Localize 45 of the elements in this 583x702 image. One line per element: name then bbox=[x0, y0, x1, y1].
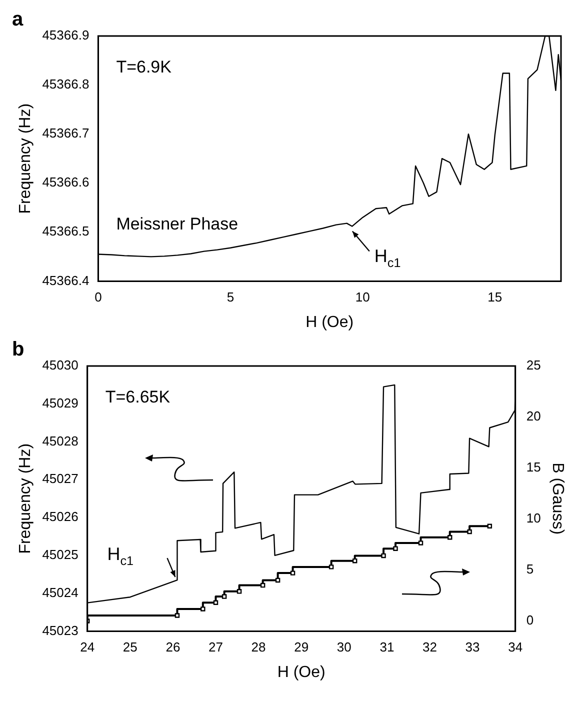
chart-title: a bbox=[12, 8, 24, 31]
x-tick-label: 10 bbox=[355, 290, 370, 305]
y-tick-label: 45028 bbox=[42, 433, 78, 448]
x-tick-label: 33 bbox=[465, 640, 480, 655]
y-tick-label: 45030 bbox=[42, 358, 78, 373]
y-axis-title: Frequency (Hz) bbox=[17, 443, 34, 554]
x-tick-label: 34 bbox=[508, 640, 523, 655]
x-tick-label: 15 bbox=[488, 290, 502, 305]
x-tick-label: 26 bbox=[166, 640, 180, 655]
y-tick-label: 45024 bbox=[42, 584, 78, 600]
y-tick-label: 45025 bbox=[42, 547, 78, 562]
y-tick-label: 45026 bbox=[42, 509, 78, 524]
x-tick-label: 32 bbox=[422, 640, 437, 655]
x-tick-label: 27 bbox=[208, 640, 223, 655]
y-tick-label: 45366.5 bbox=[42, 224, 90, 239]
y2-tick-label: 15 bbox=[526, 460, 541, 475]
y2-axis-title: B (Gauss) bbox=[548, 462, 566, 535]
y-tick-label: 45023 bbox=[42, 622, 78, 638]
y-tick-label: 45027 bbox=[42, 471, 78, 486]
y-tick-label: 45366.7 bbox=[42, 126, 90, 141]
y-tick-label: 45029 bbox=[42, 395, 78, 410]
annotation: T=6.65K bbox=[105, 388, 171, 407]
x-tick-label: 25 bbox=[122, 640, 138, 655]
y2-tick-label: 20 bbox=[526, 408, 541, 424]
x-axis-title: H (Oe) bbox=[277, 664, 326, 681]
annotation: Meissner Phase bbox=[116, 214, 238, 234]
y-axis-title: Frequency (Hz) bbox=[17, 103, 34, 214]
x-axis-title: H (Oe) bbox=[306, 314, 354, 331]
y-tick-label: 45366.9 bbox=[42, 28, 90, 43]
x-tick-label: 30 bbox=[336, 640, 352, 655]
y-tick-label: 45366.8 bbox=[42, 76, 90, 92]
y-tick-label: 45366.4 bbox=[42, 272, 90, 288]
y2-tick-label: 5 bbox=[526, 562, 534, 577]
x-tick-label: 31 bbox=[380, 640, 394, 655]
y2-tick-label: 25 bbox=[526, 358, 541, 373]
y2-tick-label: 10 bbox=[526, 510, 541, 526]
x-tick-label: 29 bbox=[294, 640, 309, 655]
y2-tick-label: 0 bbox=[526, 612, 534, 628]
x-tick-label: 5 bbox=[226, 290, 234, 305]
y-tick-label: 45366.6 bbox=[42, 174, 90, 190]
x-tick-label: 0 bbox=[94, 290, 102, 305]
x-tick-label: 24 bbox=[80, 640, 95, 655]
annotation: T=6.9K bbox=[116, 58, 172, 77]
x-tick-label: 28 bbox=[251, 640, 266, 655]
chart-title: b bbox=[12, 338, 24, 361]
